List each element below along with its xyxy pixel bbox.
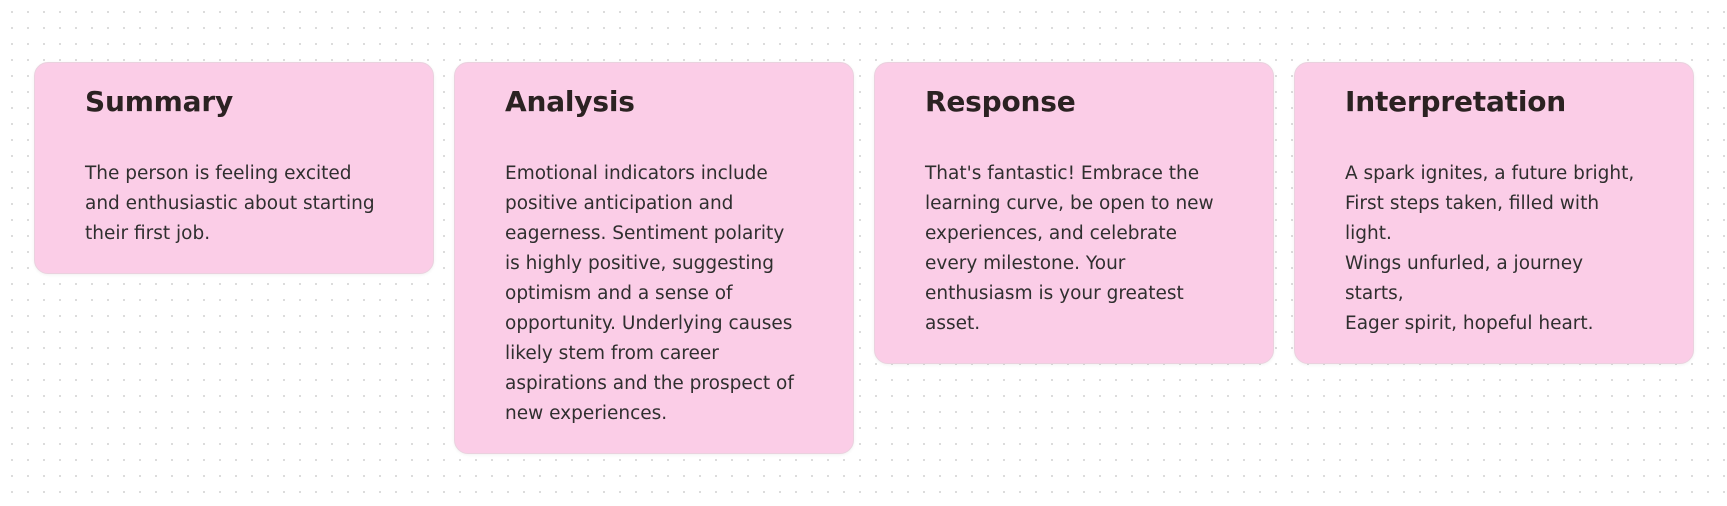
analysis-text: Emotional indicators include positive an…	[505, 162, 794, 424]
summary-title: Summary	[85, 85, 234, 118]
interpretation-title: Interpretation	[1345, 85, 1567, 118]
response-text: That's fantastic! Embrace the learning c…	[925, 162, 1214, 334]
card-row: Summary The person is feeling excited an…	[34, 62, 1694, 454]
summary-card: Summary The person is feeling excited an…	[34, 62, 434, 274]
interpretation-text: A spark ignites, a future bright, First …	[1345, 162, 1635, 334]
response-title: Response	[925, 85, 1076, 118]
response-card: Response That's fantastic! Embrace the l…	[874, 62, 1274, 364]
analysis-card: Analysis Emotional indicators include po…	[454, 62, 854, 454]
analysis-title: Analysis	[505, 85, 635, 118]
interpretation-card: Interpretation A spark ignites, a future…	[1294, 62, 1694, 364]
summary-text: The person is feeling excited and enthus…	[85, 162, 375, 244]
